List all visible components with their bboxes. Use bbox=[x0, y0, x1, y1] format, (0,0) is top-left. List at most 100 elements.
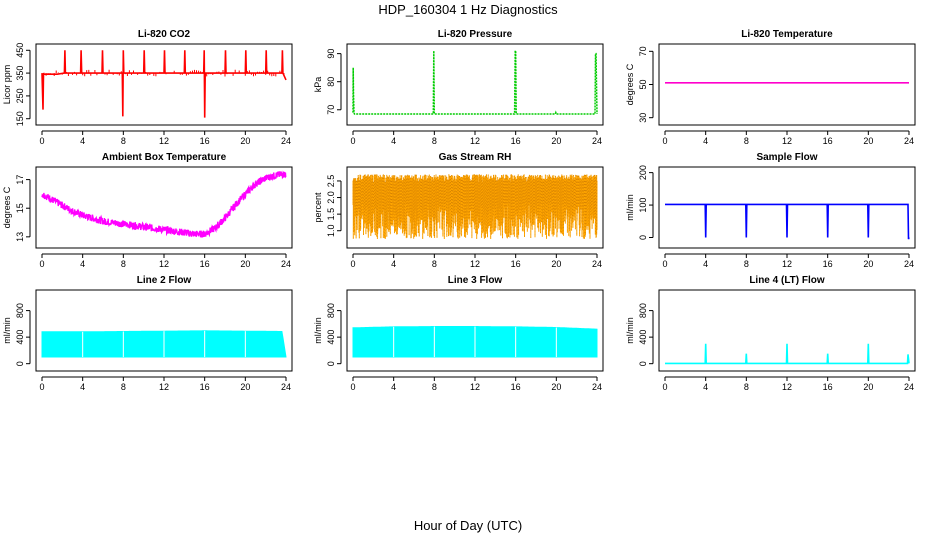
x-tick-label: 12 bbox=[782, 382, 792, 392]
panel-title: Li-820 Pressure bbox=[438, 29, 513, 40]
y-tick-label: 2.5 bbox=[326, 175, 336, 188]
x-axis: 0 4 8 12 16 20 24 bbox=[662, 130, 914, 146]
panel-title: Gas Stream RH bbox=[439, 152, 512, 163]
x-tick-label: 20 bbox=[863, 259, 873, 269]
plot-frame bbox=[35, 166, 293, 249]
x-tick-label: 4 bbox=[703, 382, 708, 392]
x-tick-label: 4 bbox=[391, 382, 396, 392]
y-tick-label: 90 bbox=[326, 49, 336, 59]
y-axis-label: ml/min bbox=[625, 317, 635, 344]
panel-title: Ambient Box Temperature bbox=[102, 152, 227, 163]
page-title: HDP_160304 1 Hz Diagnostics bbox=[378, 2, 558, 17]
x-tick-label: 24 bbox=[904, 382, 914, 392]
y-tick-label: 15 bbox=[15, 203, 25, 213]
x-tick-label: 4 bbox=[703, 259, 708, 269]
x-tick-label: 8 bbox=[744, 259, 749, 269]
y-tick-label: 0 bbox=[15, 361, 25, 366]
y-tick-label: 400 bbox=[326, 330, 336, 345]
x-tick-label: 4 bbox=[703, 136, 708, 146]
x-axis: 0 4 8 12 16 20 24 bbox=[39, 376, 291, 392]
x-tick-label: 16 bbox=[823, 382, 833, 392]
x-tick-label: 24 bbox=[904, 136, 914, 146]
x-tick-label: 12 bbox=[159, 136, 169, 146]
y-tick-label: 150 bbox=[15, 111, 25, 126]
x-tick-label: 12 bbox=[159, 382, 169, 392]
y-tick-label: 80 bbox=[326, 77, 336, 87]
panel-title: Line 4 (LT) Flow bbox=[749, 275, 825, 286]
series-line bbox=[352, 50, 598, 115]
data-series bbox=[41, 330, 287, 358]
y-tick-label: 50 bbox=[638, 79, 648, 89]
x-tick-label: 8 bbox=[121, 382, 126, 392]
panel-title: Li-820 CO2 bbox=[138, 29, 191, 40]
x-axis: 0 4 8 12 16 20 24 bbox=[350, 253, 602, 269]
x-tick-label: 20 bbox=[240, 259, 250, 269]
x-tick-label: 20 bbox=[240, 136, 250, 146]
x-tick-label: 16 bbox=[823, 259, 833, 269]
panel-title: Line 2 Flow bbox=[137, 275, 192, 286]
y-axis-label: percent bbox=[313, 192, 323, 223]
plot-frame bbox=[346, 43, 604, 126]
x-tick-label: 8 bbox=[744, 382, 749, 392]
x-tick-label: 16 bbox=[823, 136, 833, 146]
x-tick-label: 20 bbox=[551, 259, 561, 269]
y-axis: 0 400 800 bbox=[638, 303, 654, 366]
series-line bbox=[665, 203, 910, 240]
x-tick-label: 24 bbox=[592, 259, 602, 269]
x-tick-label: 20 bbox=[240, 382, 250, 392]
x-tick-label: 0 bbox=[350, 382, 355, 392]
x-tick-label: 16 bbox=[511, 136, 521, 146]
x-tick-label: 8 bbox=[744, 136, 749, 146]
y-tick-label: 200 bbox=[638, 165, 648, 180]
series-band-texture bbox=[352, 174, 598, 239]
plot-frame bbox=[346, 166, 604, 249]
panel-4: Ambient Box Temperature 0 4 8 12 16 20 24 13 15 17… bbox=[2, 152, 293, 269]
x-tick-label: 0 bbox=[662, 259, 667, 269]
plot-frame bbox=[346, 289, 604, 372]
x-axis-caption: Hour of Day (UTC) bbox=[413, 518, 523, 533]
x-tick-label: 24 bbox=[904, 259, 914, 269]
x-tick-label: 24 bbox=[281, 259, 291, 269]
x-tick-label: 4 bbox=[391, 259, 396, 269]
y-axis: 0 100 200 bbox=[638, 165, 654, 240]
x-tick-label: 8 bbox=[121, 136, 126, 146]
plot-frame bbox=[35, 289, 293, 372]
x-tick-label: 8 bbox=[432, 136, 437, 146]
y-axis: 150 250 350 450 bbox=[15, 43, 31, 126]
y-tick-label: 1.5 bbox=[326, 208, 336, 221]
data-series bbox=[352, 50, 598, 115]
x-tick-label: 16 bbox=[511, 259, 521, 269]
panel-6: Sample Flow 0 4 8 12 16 20 24 0 100 200 ml/min bbox=[625, 152, 916, 269]
y-tick-label: 0 bbox=[638, 235, 648, 240]
data-series bbox=[41, 50, 287, 118]
y-axis: 13 15 17 bbox=[15, 175, 31, 242]
x-tick-label: 0 bbox=[39, 136, 44, 146]
y-axis-label: ml/min bbox=[625, 194, 635, 221]
x-tick-label: 24 bbox=[592, 136, 602, 146]
y-tick-label: 800 bbox=[326, 303, 336, 318]
x-tick-label: 12 bbox=[470, 136, 480, 146]
x-axis: 0 4 8 12 16 20 24 bbox=[39, 253, 291, 269]
y-tick-label: 400 bbox=[15, 330, 25, 345]
y-tick-label: 2.0 bbox=[326, 191, 336, 204]
x-tick-label: 0 bbox=[39, 382, 44, 392]
x-tick-label: 4 bbox=[80, 382, 85, 392]
x-tick-label: 4 bbox=[391, 136, 396, 146]
plot-frame bbox=[35, 43, 293, 126]
y-tick-label: 450 bbox=[15, 43, 25, 58]
y-axis: 1.0 1.5 2.0 2.5 bbox=[326, 175, 342, 237]
x-axis: 0 4 8 12 16 20 24 bbox=[662, 253, 914, 269]
plot-frame bbox=[658, 43, 916, 126]
y-tick-label: 250 bbox=[15, 88, 25, 103]
x-tick-label: 0 bbox=[39, 259, 44, 269]
y-tick-label: 800 bbox=[15, 303, 25, 318]
x-tick-label: 12 bbox=[470, 382, 480, 392]
y-axis: 30 50 70 bbox=[638, 46, 654, 123]
x-tick-label: 12 bbox=[782, 259, 792, 269]
plot-frame bbox=[658, 289, 916, 372]
y-axis: 70 80 90 bbox=[326, 49, 342, 115]
x-tick-label: 20 bbox=[551, 382, 561, 392]
